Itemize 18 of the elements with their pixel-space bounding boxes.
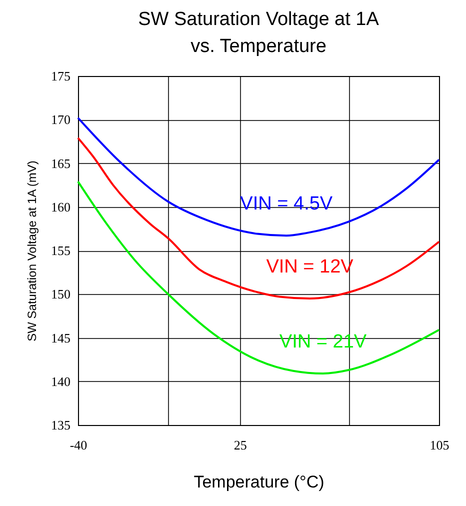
x-axis-title: Temperature (°C) [194, 472, 324, 492]
y-tick-label: 160 [51, 199, 70, 214]
line-series [77, 136, 440, 300]
x-tick-label: -40 [70, 438, 88, 452]
chart-title: SW Saturation Voltage at 1A vs. Temperature [138, 9, 380, 57]
y-tick-label: 155 [51, 243, 70, 258]
y-tick-label: 140 [51, 374, 70, 389]
y-tick-label: 165 [51, 156, 70, 171]
y-tick-label: 145 [51, 330, 70, 346]
y-tick-label: 135 [51, 418, 70, 432]
y-tick-label: 150 [51, 286, 70, 302]
x-tick-label: 105 [430, 438, 450, 452]
x-tick-label: 25 [234, 438, 247, 452]
line-series [77, 116, 440, 237]
y-axis-title: SW Saturation Voltage at 1A (mV) [25, 160, 39, 342]
y-tick-label: 175 [51, 68, 70, 84]
y-tick-label: 170 [51, 112, 70, 128]
line-series [77, 180, 440, 375]
